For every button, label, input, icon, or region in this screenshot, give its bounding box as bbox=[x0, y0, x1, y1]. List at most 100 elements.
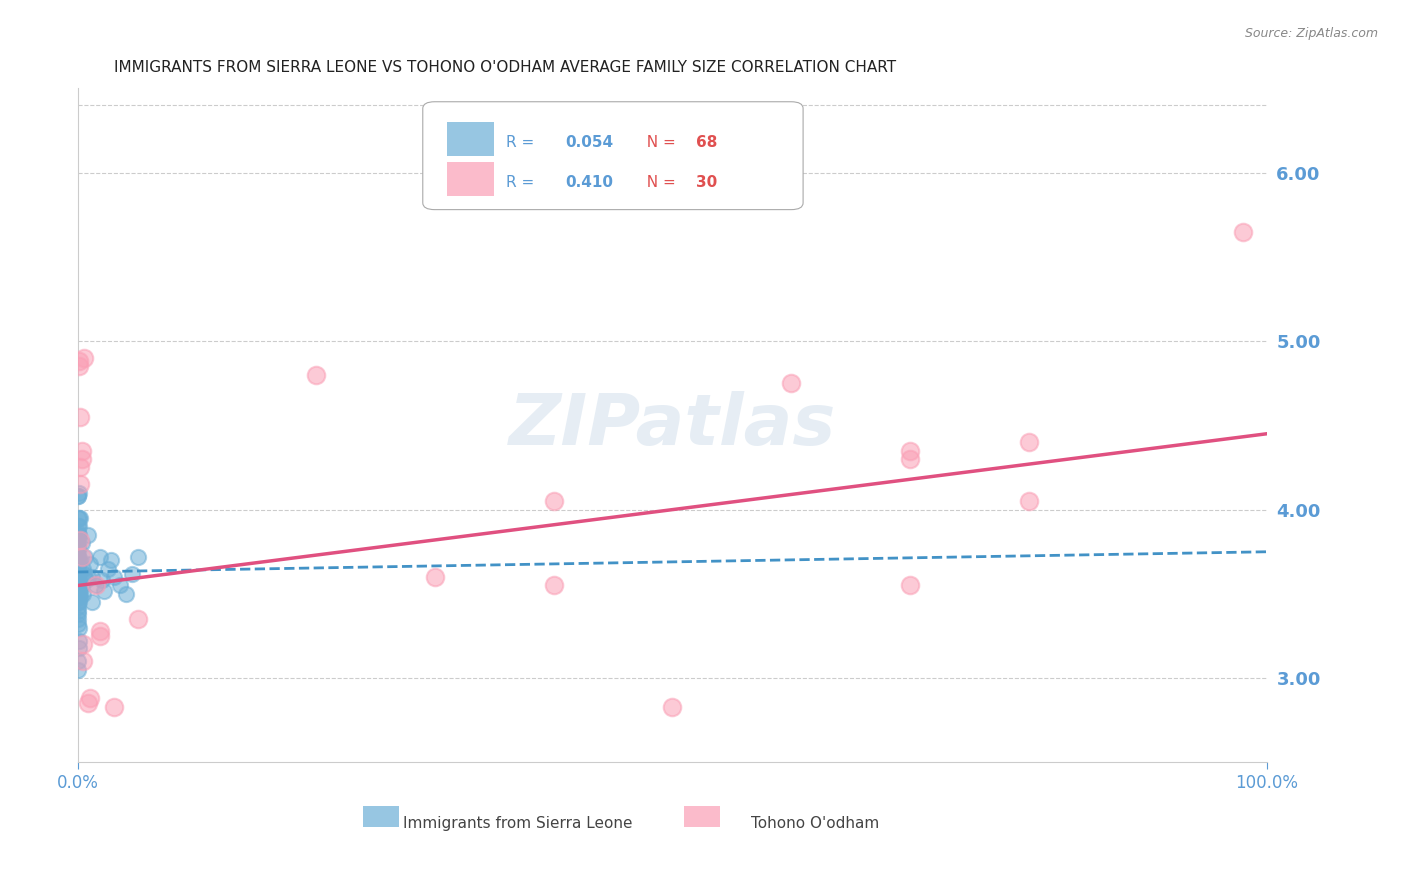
Point bbox=[67, 541, 90, 556]
Point bbox=[69, 533, 91, 547]
Point bbox=[67, 663, 90, 677]
Point bbox=[82, 570, 104, 584]
Point bbox=[67, 531, 90, 545]
Point bbox=[67, 583, 90, 598]
Point bbox=[69, 409, 91, 424]
Point bbox=[67, 600, 90, 615]
Point bbox=[423, 570, 446, 584]
Point bbox=[67, 489, 90, 503]
Bar bbox=[363, 806, 399, 827]
Point bbox=[67, 549, 90, 564]
Point bbox=[67, 524, 90, 539]
Point bbox=[67, 553, 90, 567]
Point bbox=[898, 452, 921, 467]
Point bbox=[67, 634, 90, 648]
Point bbox=[67, 587, 90, 601]
Point bbox=[67, 359, 90, 374]
Point bbox=[84, 578, 107, 592]
Point bbox=[70, 443, 93, 458]
Point bbox=[75, 549, 97, 564]
Point bbox=[67, 519, 90, 533]
Point bbox=[97, 561, 120, 575]
Point bbox=[70, 578, 93, 592]
Point bbox=[67, 570, 90, 584]
Point bbox=[93, 583, 115, 598]
Point bbox=[67, 621, 90, 635]
Point bbox=[67, 612, 90, 626]
Point bbox=[75, 574, 97, 588]
Text: IMMIGRANTS FROM SIERRA LEONE VS TOHONO O'ODHAM AVERAGE FAMILY SIZE CORRELATION C: IMMIGRANTS FROM SIERRA LEONE VS TOHONO O… bbox=[114, 60, 896, 75]
Point bbox=[305, 368, 328, 382]
Point bbox=[67, 528, 90, 542]
Point bbox=[67, 536, 90, 550]
FancyBboxPatch shape bbox=[423, 102, 803, 210]
Point bbox=[76, 528, 98, 542]
Text: N =: N = bbox=[637, 135, 681, 150]
Point bbox=[114, 587, 136, 601]
Point bbox=[898, 443, 921, 458]
Point bbox=[67, 561, 90, 575]
Point bbox=[72, 654, 94, 668]
Text: ZIPatlas: ZIPatlas bbox=[509, 391, 837, 460]
Point bbox=[543, 578, 565, 592]
Point bbox=[70, 549, 93, 564]
Point bbox=[69, 460, 91, 475]
Point bbox=[67, 574, 90, 588]
Point bbox=[84, 578, 107, 592]
Point bbox=[108, 578, 131, 592]
Text: 0.410: 0.410 bbox=[565, 175, 613, 190]
Text: 68: 68 bbox=[696, 135, 717, 150]
Point bbox=[121, 566, 143, 581]
Point bbox=[72, 561, 94, 575]
Point bbox=[67, 578, 90, 592]
Point bbox=[103, 570, 125, 584]
Point bbox=[89, 549, 111, 564]
Point bbox=[79, 691, 101, 706]
Point bbox=[79, 557, 101, 571]
Point bbox=[69, 477, 91, 491]
Text: Immigrants from Sierra Leone: Immigrants from Sierra Leone bbox=[404, 816, 633, 831]
Point bbox=[72, 587, 94, 601]
Point bbox=[76, 697, 98, 711]
Point bbox=[67, 654, 90, 668]
Point bbox=[1018, 435, 1040, 450]
Point bbox=[67, 519, 90, 533]
Point bbox=[67, 640, 90, 655]
Text: 0.054: 0.054 bbox=[565, 135, 613, 150]
Point bbox=[127, 549, 149, 564]
Point bbox=[67, 604, 90, 618]
Text: R =: R = bbox=[506, 175, 538, 190]
Point bbox=[70, 452, 93, 467]
Point bbox=[82, 595, 104, 609]
Point bbox=[661, 699, 683, 714]
Point bbox=[67, 511, 90, 525]
Point bbox=[67, 540, 90, 554]
Point bbox=[67, 617, 90, 632]
Point bbox=[67, 607, 90, 621]
Text: Source: ZipAtlas.com: Source: ZipAtlas.com bbox=[1244, 27, 1378, 40]
Point bbox=[72, 638, 94, 652]
Point bbox=[67, 587, 90, 601]
Point bbox=[73, 351, 96, 365]
Point bbox=[543, 494, 565, 508]
Text: 30: 30 bbox=[696, 175, 717, 190]
Point bbox=[69, 553, 91, 567]
Text: N =: N = bbox=[637, 175, 681, 190]
Point bbox=[127, 612, 149, 626]
Point bbox=[73, 566, 96, 581]
Point bbox=[1018, 494, 1040, 508]
Point bbox=[780, 376, 803, 391]
Bar bbox=[685, 806, 720, 827]
Point bbox=[67, 528, 90, 542]
Point bbox=[69, 511, 91, 525]
Point bbox=[67, 557, 90, 571]
Text: Tohono O'odham: Tohono O'odham bbox=[751, 816, 879, 831]
Point bbox=[67, 565, 90, 579]
Point bbox=[67, 595, 90, 609]
Point bbox=[898, 578, 921, 592]
Point bbox=[67, 591, 90, 605]
Point bbox=[89, 624, 111, 638]
Point bbox=[70, 536, 93, 550]
Point bbox=[67, 545, 90, 559]
Point bbox=[67, 578, 90, 592]
